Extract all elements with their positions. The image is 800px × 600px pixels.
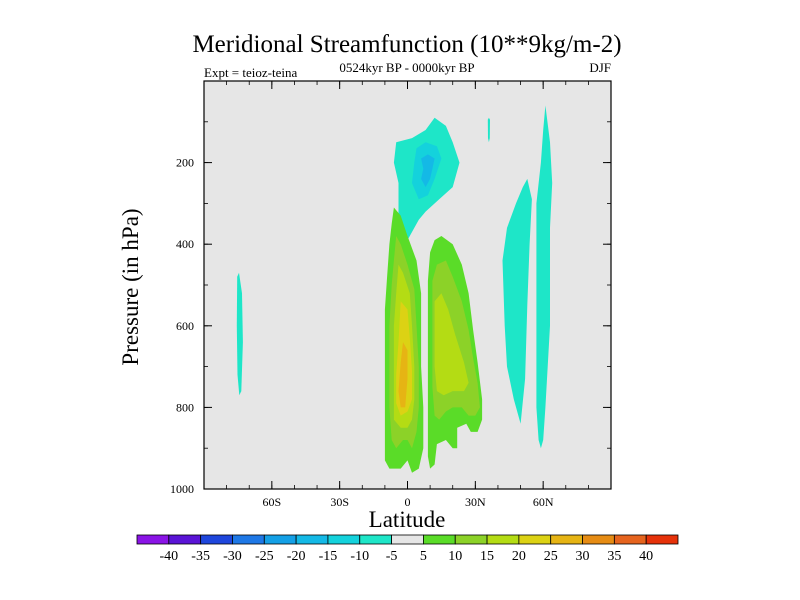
colorbar-swatch (263, 534, 297, 545)
colorbar-label: -30 (223, 549, 242, 564)
y-tick-label: 400 (176, 237, 194, 251)
y-axis: 200 400 600 800 1000 (170, 121, 611, 496)
x-tick-label: 60S (262, 495, 281, 509)
colorbar-swatch (423, 534, 456, 545)
colorbar-swatch (518, 534, 552, 545)
colorbar-swatch (550, 534, 583, 545)
x-tick-label: 30S (330, 495, 349, 509)
colorbar-swatch (136, 534, 170, 545)
y-axis-label: Pressure (in hPa) (118, 208, 143, 365)
colorbar-label: -35 (191, 549, 210, 564)
colorbar-label: -25 (255, 549, 274, 564)
upper-negative-cell-core (421, 154, 435, 188)
chart-title: Meridional Streamfunction (10**9kg/m-2) (192, 31, 621, 58)
colorbar-swatch (327, 534, 361, 545)
colorbar: -40 -35 -30 -25 -20 -15 -10 -5 5 10 15 20 25 30 35 40 (136, 534, 679, 564)
contour-regions (236, 105, 553, 473)
colorbar-label: 5 (420, 549, 427, 564)
subtitle-experiment: Expt = teioz-teina (204, 65, 297, 80)
colorbar-swatch (645, 534, 679, 545)
northern-ferrel-left (502, 178, 532, 424)
colorbar-swatch (582, 534, 615, 545)
colorbar-label: -5 (386, 549, 398, 564)
northern-ferrel-sliver (487, 117, 490, 143)
subtitle-period: 0524kyr BP - 0000kyr BP (339, 60, 474, 75)
colorbar-swatch (486, 534, 520, 545)
subtitle-season: DJF (589, 60, 611, 75)
colorbar-label: 30 (576, 549, 590, 564)
colorbar-swatch (454, 534, 488, 545)
colorbar-swatch (391, 534, 424, 545)
southern-polar-cell (236, 272, 243, 396)
colorbar-label: -15 (319, 549, 338, 564)
y-tick-label: 1000 (170, 482, 194, 496)
colorbar-swatch (359, 534, 392, 545)
northern-ferrel-right (536, 105, 553, 449)
colorbar-swatch (232, 534, 265, 545)
colorbar-swatch (613, 534, 647, 545)
colorbar-label: 10 (448, 549, 462, 564)
y-tick-label: 800 (176, 400, 194, 414)
x-axis-label: Latitude (369, 507, 446, 532)
x-tick-label: 0 (405, 495, 411, 509)
y-tick-label: 200 (176, 156, 194, 170)
colorbar-label: -40 (159, 549, 178, 564)
y-tick-label: 600 (176, 319, 194, 333)
colorbar-label: -10 (350, 549, 369, 564)
colorbar-label: 40 (639, 549, 653, 564)
colorbar-label: 25 (544, 549, 558, 564)
northern-positive-core (434, 293, 469, 396)
colorbar-swatch (295, 534, 329, 545)
x-axis: 60S 30S 0 30N 60N (203, 81, 612, 509)
colorbar-swatch (168, 534, 202, 545)
colorbar-label: 20 (512, 549, 526, 564)
colorbar-swatch (200, 534, 233, 545)
equatorial-positive-core (398, 342, 408, 408)
colorbar-label: 35 (607, 549, 621, 564)
colorbar-label: 15 (480, 549, 494, 564)
x-tick-label: 30N (465, 495, 486, 509)
x-tick-label: 60N (533, 495, 554, 509)
colorbar-label: -20 (287, 549, 306, 564)
